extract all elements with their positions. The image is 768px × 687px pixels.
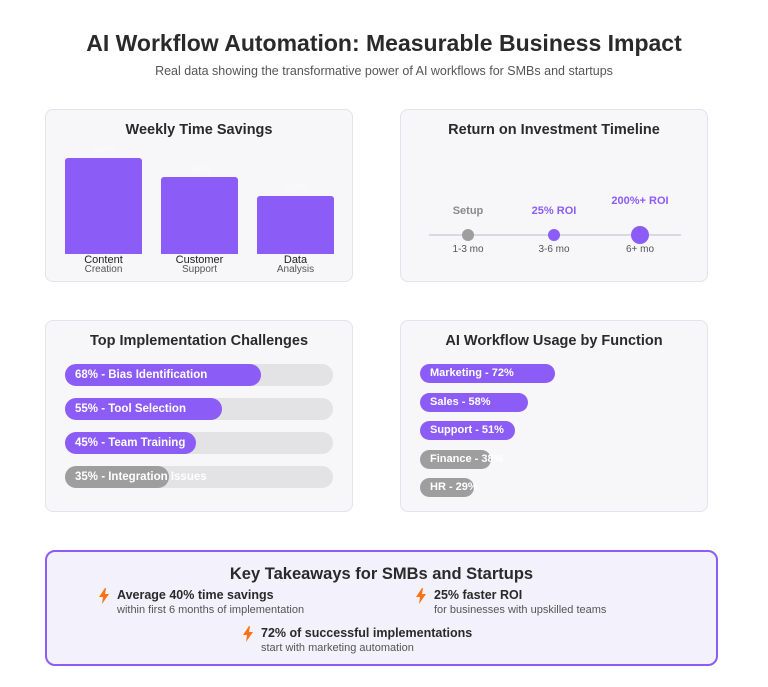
- category-line: Creation: [84, 264, 123, 275]
- takeaways-title: Key Takeaways for SMBs and Startups: [229, 565, 534, 583]
- page-title: AI Workflow Automation: Measurable Busin…: [86, 30, 682, 56]
- category-line: Customer: [175, 254, 224, 266]
- timeline-period: 1-3 mo: [452, 244, 484, 255]
- challenge-label: 55% - Tool Selection: [75, 403, 186, 415]
- usage-label: Finance - 38%: [430, 452, 504, 465]
- usage-card: AI Workflow Usage by Function Marketing …: [400, 320, 708, 512]
- challenge-bar: [65, 466, 169, 488]
- takeaway-head: 72% of successful implementations: [261, 626, 473, 640]
- timeline-point: [631, 226, 649, 244]
- usage-bar: HR - 29%: [420, 478, 478, 498]
- takeaway-sub: within first 6 months of implementation: [117, 604, 305, 616]
- bar-category-label: Customer Support: [151, 255, 248, 275]
- lightning-bolt-icon: [416, 588, 426, 604]
- takeaway-sub: start with marketing automation: [261, 642, 414, 654]
- usage-title: AI Workflow Usage by Function: [445, 333, 663, 349]
- time-savings-title: Weekly Time Savings: [125, 122, 273, 138]
- takeaway-sub: for businesses with upskilled teams: [434, 604, 607, 616]
- challenge-label: 35% - Integration Issues: [75, 471, 207, 483]
- challenge-track: 55% - Tool Selection: [65, 398, 333, 420]
- challenge-track: 68% - Bias Identification: [65, 364, 333, 386]
- timeline-label: 25% ROI: [531, 205, 577, 217]
- takeaway-head: Average 40% time savings: [117, 588, 274, 602]
- lightning-bolt-icon: [243, 626, 253, 642]
- challenges-title: Top Implementation Challenges: [89, 333, 309, 349]
- challenge-track: 45% - Team Training: [65, 432, 333, 454]
- timeline-period: 6+ mo: [625, 244, 655, 255]
- timeline-point: [462, 229, 474, 241]
- timeline-point: [548, 229, 560, 241]
- roi-timeline-card: Return on Investment Timeline Setup 1-3 m…: [400, 109, 708, 282]
- usage-bar: Marketing - 72%: [420, 364, 555, 383]
- lightning-bolt-icon: [99, 588, 109, 604]
- challenges-card: Top Implementation Challenges 68% - Bias…: [45, 320, 353, 512]
- usage-bar: Finance - 38%: [420, 449, 503, 469]
- bar-value-label: 40%: [188, 163, 211, 176]
- challenge-bar: [65, 432, 196, 454]
- usage-bar: Sales - 58%: [420, 392, 529, 412]
- category-line: Analysis: [276, 264, 315, 275]
- timeline-period: 3-6 mo: [538, 244, 570, 255]
- bar: [65, 158, 142, 254]
- bar-value-label: 30%: [284, 182, 307, 195]
- takeaway-head: 25% faster ROI: [434, 588, 523, 602]
- bar: [161, 177, 238, 254]
- timeline-label: Setup: [452, 205, 484, 217]
- category-line: Content: [84, 254, 123, 266]
- usage-label: Marketing - 72%: [430, 367, 514, 379]
- challenge-label: 45% - Team Training: [75, 437, 186, 449]
- bar: [257, 196, 334, 254]
- bar-value-label: 50%: [92, 144, 115, 156]
- usage-label: Sales - 58%: [430, 395, 491, 408]
- challenge-track: 35% - Integration Issues: [65, 466, 333, 488]
- timeline-label: 200%+ ROI: [611, 195, 669, 207]
- category-line: Data: [283, 254, 308, 266]
- page-subtitle: Real data showing the transformative pow…: [155, 64, 613, 78]
- challenge-label: 68% - Bias Identification: [75, 369, 208, 381]
- roi-timeline-title: Return on Investment Timeline: [448, 122, 660, 138]
- bar-category-label: Data Analysis: [247, 255, 344, 275]
- usage-label: HR - 29%: [430, 481, 478, 494]
- usage-bar: Support - 51%: [420, 421, 516, 441]
- challenge-bar: [65, 398, 223, 420]
- bar-category-label: Content Creation: [55, 255, 152, 275]
- time-savings-card: Weekly Time Savings 50% Content Creation 40…: [45, 109, 353, 282]
- challenge-bar: [65, 364, 262, 386]
- key-takeaways-panel: Key Takeaways for SMBs and Startups Aver…: [45, 550, 718, 666]
- usage-label: Support - 51%: [430, 424, 504, 437]
- category-line: Support: [181, 264, 218, 275]
